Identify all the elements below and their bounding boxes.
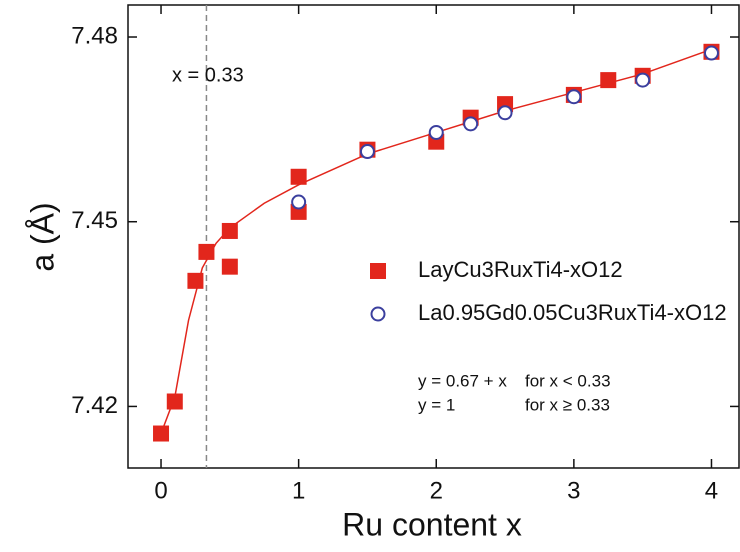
fit-line	[160, 48, 712, 434]
y-tick-label: 7.45	[71, 207, 118, 234]
point	[566, 89, 582, 105]
x-tick-label: 0	[154, 477, 167, 504]
point	[600, 72, 617, 89]
legend-label: LayCu3RuxTi4-xO12	[418, 257, 623, 282]
point	[463, 116, 479, 132]
point	[428, 124, 444, 140]
x-tick-label: 4	[705, 477, 718, 504]
point	[290, 168, 307, 185]
legend-label: La0.95Gd0.05Cu3RuxTi4-xO12	[418, 300, 727, 325]
point	[359, 144, 375, 160]
point	[497, 105, 513, 121]
point	[166, 393, 183, 410]
x-tick-label: 2	[430, 477, 443, 504]
point	[291, 194, 307, 210]
plot-frame	[127, 4, 740, 469]
y-tick-label: 7.48	[71, 22, 118, 49]
annotation: y = 1	[418, 395, 455, 414]
annotation: for x ≥ 0.33	[525, 395, 610, 414]
point	[221, 258, 238, 275]
annotation: for x < 0.33	[525, 371, 611, 390]
y-tick-label: 7.42	[71, 392, 118, 419]
point	[187, 272, 204, 289]
annotation: y = 0.67 + x	[418, 371, 507, 390]
point	[635, 72, 651, 88]
y-axis-label: a (Å)	[24, 202, 60, 271]
point	[198, 243, 215, 260]
point	[153, 425, 170, 442]
x-tick-label: 1	[292, 477, 305, 504]
x-tick-label: 3	[567, 477, 580, 504]
reference-label: x = 0.33	[172, 64, 244, 86]
x-axis-label: Ru content x	[342, 506, 522, 542]
point	[221, 222, 238, 239]
point	[703, 45, 719, 61]
legend-marker	[370, 306, 386, 322]
legend-marker	[370, 263, 386, 279]
